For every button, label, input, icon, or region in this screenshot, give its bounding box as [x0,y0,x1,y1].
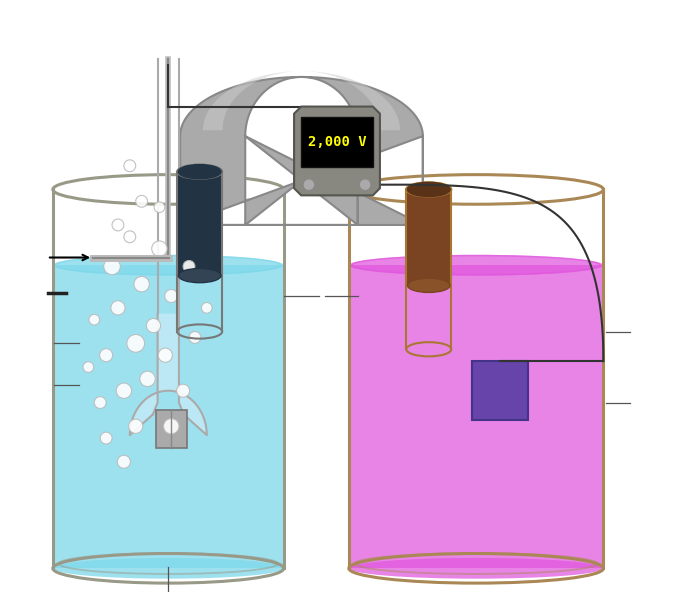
Ellipse shape [53,255,284,276]
Circle shape [127,334,145,352]
Ellipse shape [179,165,221,179]
Polygon shape [203,71,400,130]
Circle shape [189,332,201,343]
Circle shape [134,276,150,292]
Circle shape [83,362,94,372]
Polygon shape [180,77,423,225]
Circle shape [303,179,315,191]
Circle shape [152,241,167,256]
Polygon shape [130,314,207,435]
Circle shape [146,318,160,333]
Circle shape [104,258,121,275]
Circle shape [135,195,148,207]
Ellipse shape [53,558,284,579]
Circle shape [117,455,130,468]
Circle shape [89,314,100,325]
Bar [408,189,450,285]
Polygon shape [294,107,380,195]
Ellipse shape [349,255,603,276]
Ellipse shape [408,278,450,292]
Circle shape [124,231,135,243]
Circle shape [164,419,179,434]
Circle shape [164,289,178,303]
Circle shape [183,260,195,272]
Bar [301,117,373,167]
Circle shape [202,303,212,313]
Ellipse shape [349,558,603,579]
Circle shape [177,384,189,397]
Ellipse shape [179,269,221,283]
Polygon shape [53,265,284,568]
Circle shape [124,160,135,172]
Circle shape [359,179,371,191]
Ellipse shape [408,182,450,197]
Circle shape [94,397,106,408]
Circle shape [112,219,124,231]
Bar [156,410,187,449]
Circle shape [154,202,164,213]
Polygon shape [349,265,603,568]
Circle shape [100,432,112,444]
Circle shape [140,371,155,387]
Circle shape [158,348,173,362]
Text: 2,000 V: 2,000 V [308,135,366,149]
Circle shape [129,419,143,433]
Circle shape [100,349,113,362]
Bar [472,361,528,420]
Circle shape [111,301,125,315]
Bar [179,172,221,276]
Circle shape [116,383,131,398]
